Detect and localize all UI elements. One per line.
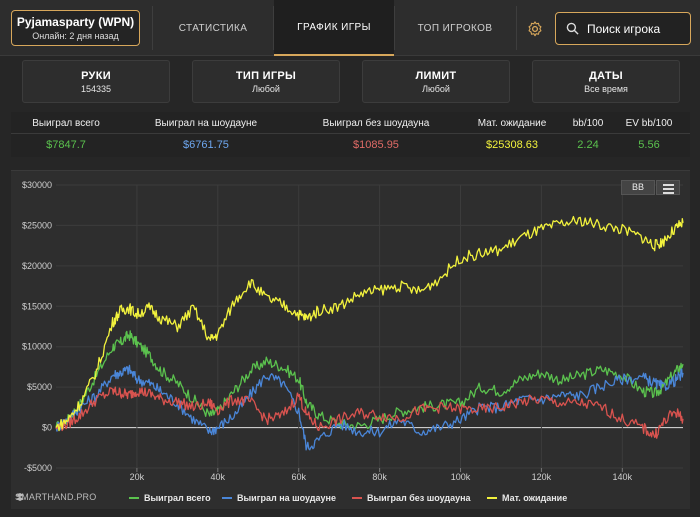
winnings-chart: $30000 $25000 $20000 $15000 $10000 $5000 $0 -$5… bbox=[11, 170, 690, 509]
y-tick-label: $5000 bbox=[27, 382, 52, 392]
y-tick-label: -$5000 bbox=[24, 463, 52, 473]
tab-statistics[interactable]: СТАТИСТИКА bbox=[178, 22, 248, 34]
player-card[interactable]: Pyjamasparty (WPN) Онлайн: 2 дня назад bbox=[11, 10, 140, 46]
search-icon bbox=[566, 22, 579, 35]
brand-logo: SMARTHAND.PRO bbox=[15, 492, 96, 502]
y-tick-label: $30000 bbox=[22, 180, 52, 190]
stats-summary-table: Выиграл всего Выиграл на шоудауне Выигра… bbox=[11, 112, 690, 157]
stat-value-bb100: 2.24 bbox=[577, 139, 599, 151]
legend-label: Мат. ожидание bbox=[502, 493, 568, 503]
filter-value: Все время bbox=[584, 84, 628, 94]
filter-value: 154335 bbox=[80, 84, 112, 94]
stat-header-total: Выиграл всего bbox=[32, 118, 100, 129]
tab-divider bbox=[394, 6, 395, 50]
series-line-1 bbox=[55, 330, 684, 432]
stat-header-bb100: bb/100 bbox=[572, 118, 604, 129]
legend-label: Выиграл на шоудауне bbox=[237, 493, 336, 503]
tab-game-chart[interactable]: ГРАФИК ИГРЫ bbox=[274, 0, 394, 56]
y-tick-label: $15000 bbox=[22, 301, 52, 311]
legend-expected[interactable]: Мат. ожидание bbox=[487, 493, 567, 503]
filter-label: РУКИ bbox=[81, 70, 111, 82]
filter-game-type[interactable]: ТИП ИГРЫ Любой bbox=[192, 60, 340, 103]
filter-limit[interactable]: ЛИМИТ Любой bbox=[362, 60, 510, 103]
filter-value: Любой bbox=[422, 84, 450, 94]
menu-line bbox=[663, 184, 674, 186]
menu-line bbox=[663, 192, 674, 194]
tab-divider bbox=[152, 6, 153, 50]
stat-header-nonshowdown: Выиграл без шоудауна bbox=[322, 118, 430, 129]
legend-nonshowdown[interactable]: Выиграл без шоудауна bbox=[352, 493, 471, 503]
filter-label: ТИП ИГРЫ bbox=[235, 70, 297, 82]
stat-header-expected: Мат. ожидание bbox=[477, 118, 547, 129]
stat-value-showdown: $6761.75 bbox=[183, 139, 229, 151]
x-tick-label: 100k bbox=[451, 472, 471, 482]
filter-label: ЛИМИТ bbox=[415, 70, 457, 82]
filter-value: Любой bbox=[252, 84, 280, 94]
series-line-3 bbox=[55, 386, 684, 439]
player-search-input[interactable]: Поиск игрока bbox=[555, 12, 691, 45]
stat-value-ev-bb100: 5.56 bbox=[638, 139, 660, 151]
series-line-4 bbox=[55, 215, 684, 432]
stats-divider bbox=[11, 133, 690, 134]
x-tick-label: 20k bbox=[130, 472, 145, 482]
stat-value-total: $7847.7 bbox=[46, 139, 86, 151]
filter-dates[interactable]: ДАТЫ Все время bbox=[532, 60, 680, 103]
filter-bar: РУКИ 154335 ТИП ИГРЫ Любой ЛИМИТ Любой Д… bbox=[0, 60, 700, 105]
y-tick-label: $10000 bbox=[22, 342, 52, 352]
chart-menu-button[interactable] bbox=[656, 180, 680, 195]
legend-swatch bbox=[487, 497, 497, 499]
player-online-status: Онлайн: 2 дня назад bbox=[32, 31, 119, 41]
y-tick-label: $25000 bbox=[22, 220, 52, 230]
x-tick-label: 40k bbox=[211, 472, 226, 482]
legend-label: Выиграл всего bbox=[144, 493, 211, 503]
bb-toggle-button[interactable]: BB bbox=[621, 180, 655, 195]
filter-hands[interactable]: РУКИ 154335 bbox=[22, 60, 170, 103]
brand-icon bbox=[16, 493, 24, 501]
search-placeholder: Поиск игрока bbox=[587, 21, 661, 36]
player-name: Pyjamasparty (WPN) bbox=[16, 15, 135, 29]
stat-value-nonshowdown: $1085.95 bbox=[353, 139, 399, 151]
stat-value-expected: $25308.63 bbox=[486, 139, 538, 151]
legend-swatch bbox=[129, 497, 139, 499]
x-tick-label: 80k bbox=[372, 472, 387, 482]
filter-label: ДАТЫ bbox=[589, 70, 623, 82]
top-navigation-bar: Pyjamasparty (WPN) Онлайн: 2 дня назад С… bbox=[0, 0, 700, 56]
gear-icon[interactable] bbox=[526, 20, 544, 38]
legend-label: Выиграл без шоудауна bbox=[367, 493, 471, 503]
tab-top-players[interactable]: ТОП ИГРОКОВ bbox=[417, 22, 493, 34]
tab-divider bbox=[516, 6, 517, 50]
tab-divider bbox=[273, 6, 274, 50]
legend-showdown[interactable]: Выиграл на шоудауне bbox=[222, 493, 336, 503]
x-tick-label: 120k bbox=[532, 472, 552, 482]
y-tick-label: $20000 bbox=[22, 261, 52, 271]
menu-line bbox=[663, 188, 674, 190]
y-tick-label: $0 bbox=[42, 423, 52, 433]
chart-canvas: $30000 $25000 $20000 $15000 $10000 $5000 $0 -$5… bbox=[22, 180, 684, 482]
series-line-2 bbox=[55, 364, 684, 451]
brand-name: SMARTHAND.PRO bbox=[15, 492, 97, 502]
legend-swatch bbox=[352, 497, 362, 499]
stat-header-ev-bb100: EV bb/100 bbox=[625, 118, 673, 129]
x-tick-label: 60k bbox=[291, 472, 306, 482]
stat-header-showdown: Выиграл на шоудауне bbox=[154, 118, 258, 129]
x-tick-label: 140k bbox=[613, 472, 633, 482]
legend-total[interactable]: Выиграл всего bbox=[129, 493, 211, 503]
legend-swatch bbox=[222, 497, 232, 499]
